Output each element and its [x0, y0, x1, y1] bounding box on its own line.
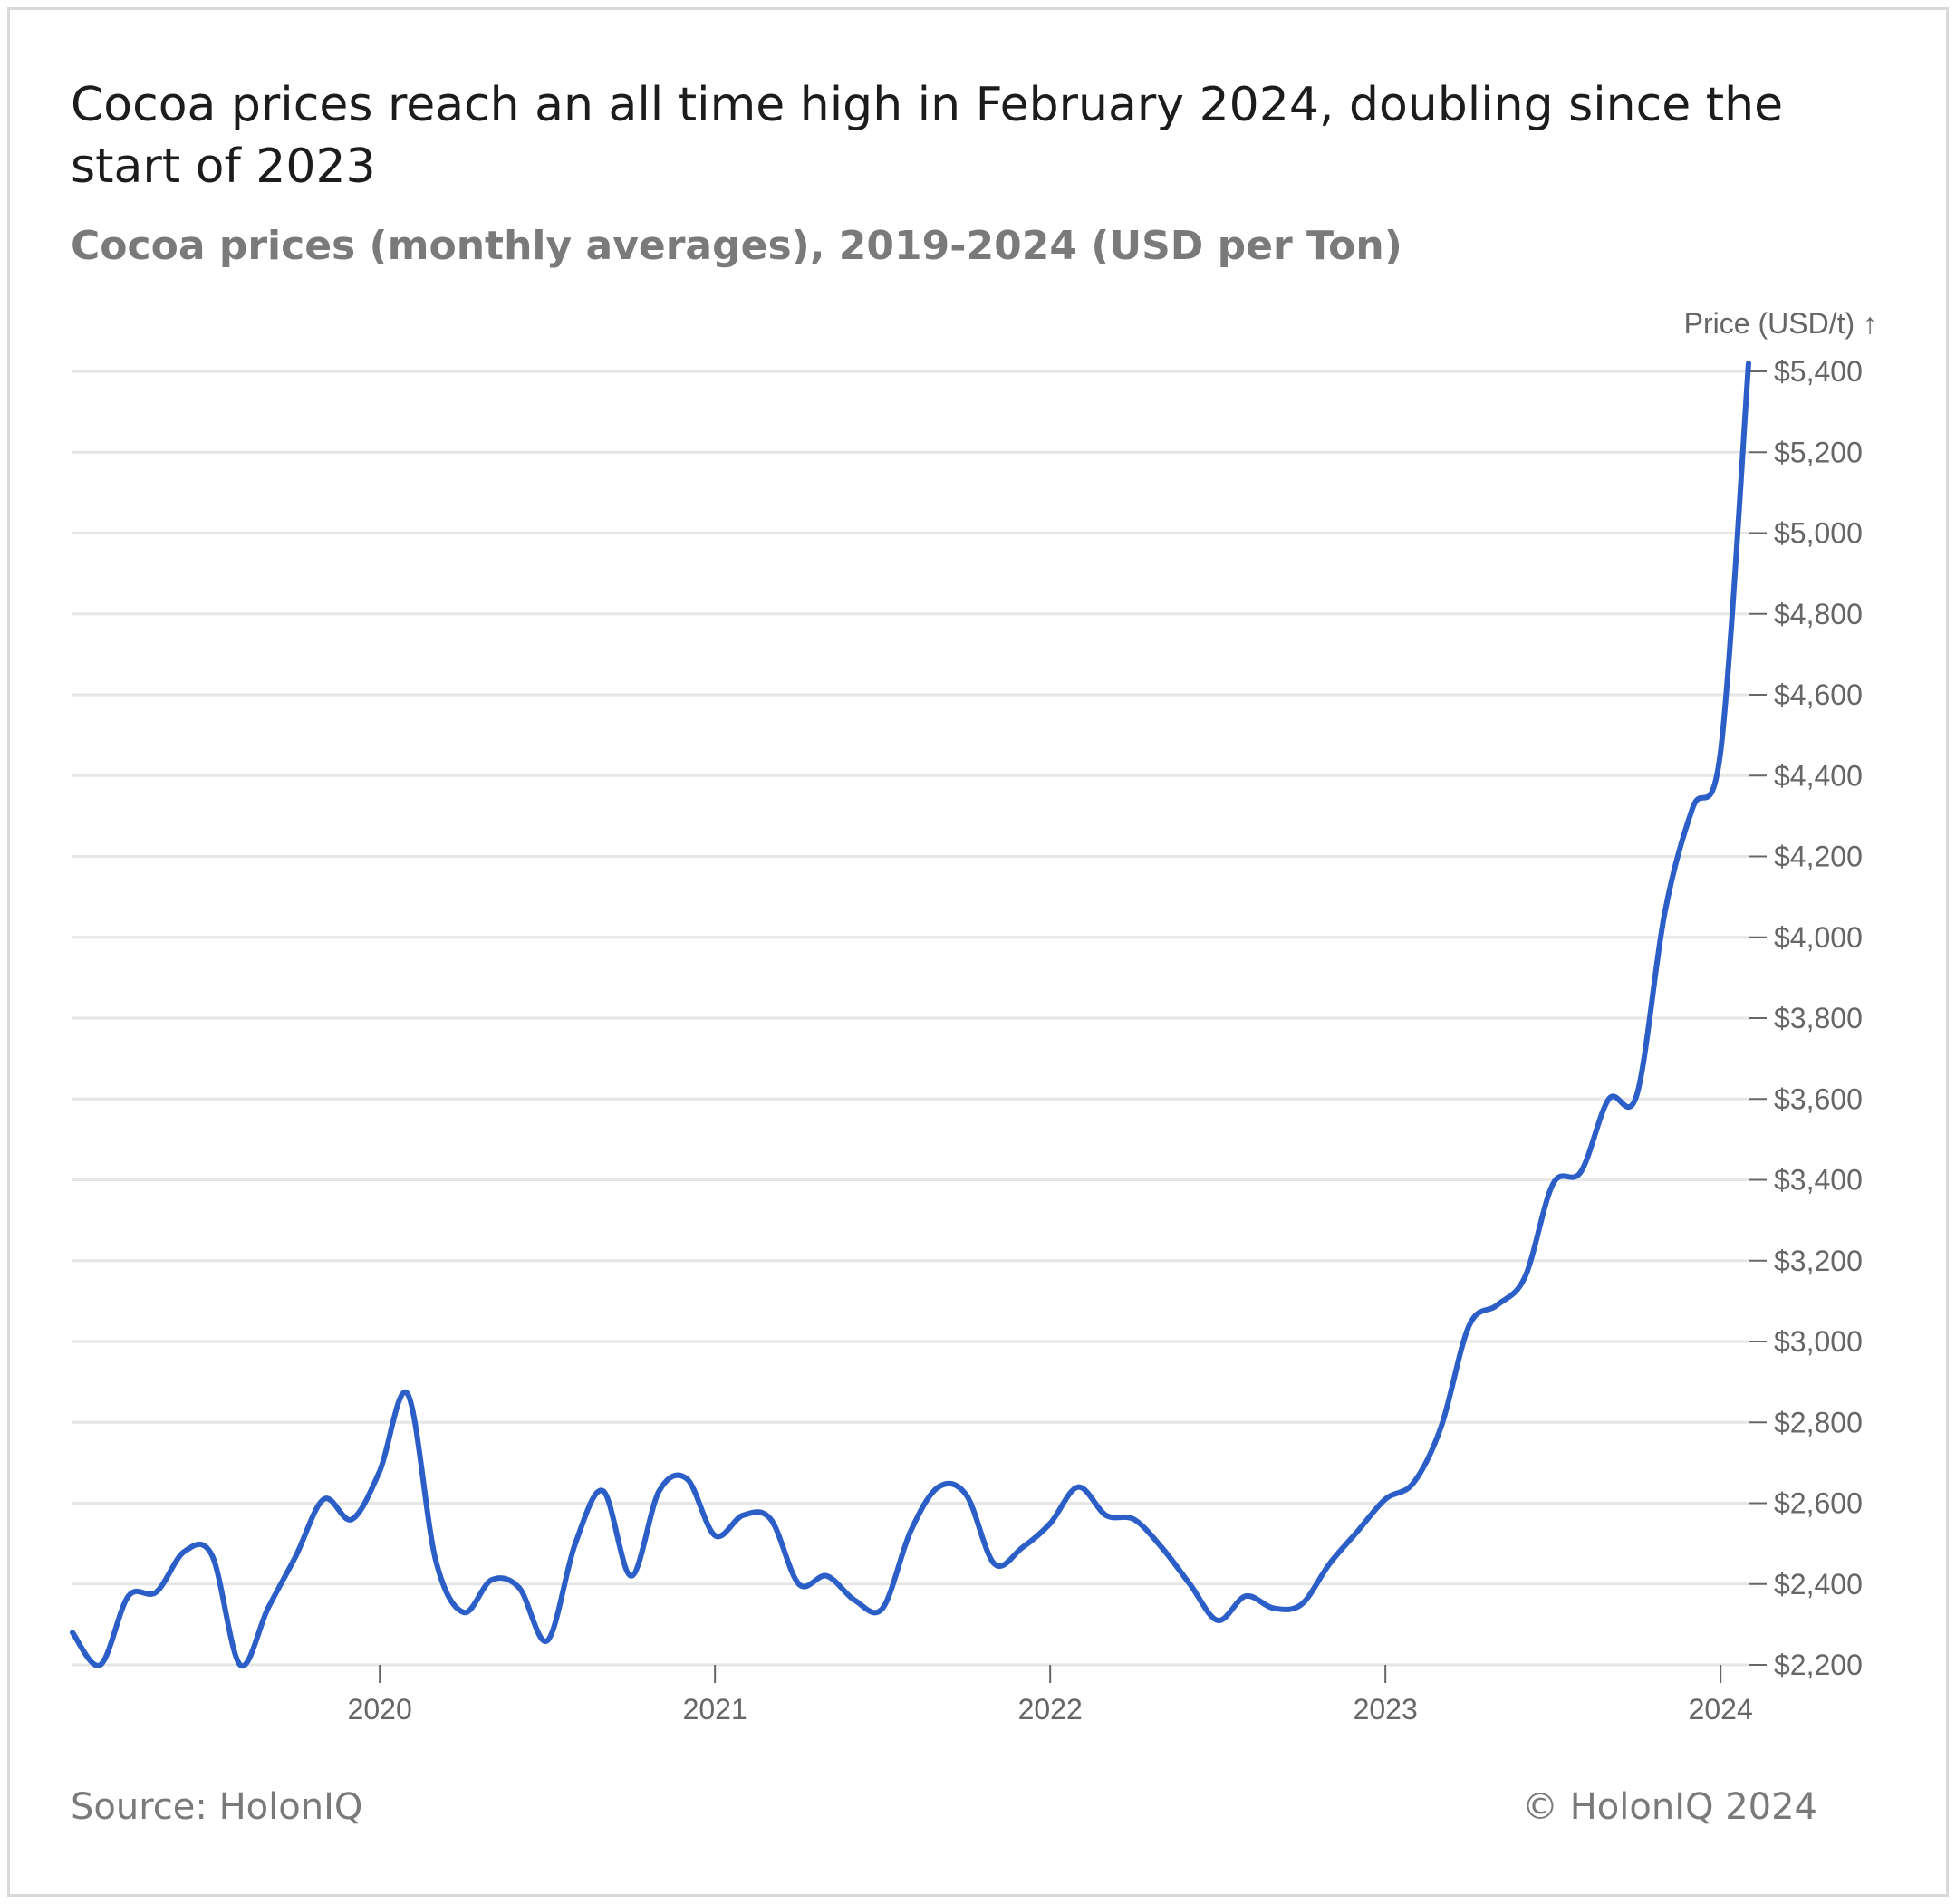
y-axis-label: Price (USD/t) ↑ — [1684, 307, 1877, 340]
x-tick-label: 2022 — [1018, 1693, 1083, 1726]
gridlines — [72, 370, 1749, 1667]
y-tick-label: $5,200 — [1774, 436, 1863, 468]
y-tick-label: $3,200 — [1774, 1245, 1863, 1277]
y-tick-label: $2,800 — [1774, 1406, 1863, 1438]
y-tick-label: $3,000 — [1774, 1325, 1863, 1358]
x-tick-label: 2023 — [1354, 1693, 1418, 1726]
x-tick-label: 2024 — [1689, 1693, 1753, 1726]
source-note: Source: HolonIQ — [71, 1786, 363, 1828]
chart-subtitle: Cocoa prices (monthly averages), 2019-20… — [71, 223, 1402, 269]
chart-frame — [7, 7, 1949, 1897]
copyright-note: © HolonIQ 2024 — [1522, 1786, 1817, 1828]
x-tick-label: 2021 — [683, 1693, 747, 1726]
y-tick-label: $4,800 — [1774, 598, 1863, 630]
series-line-cocoa-price — [70, 361, 1751, 1669]
y-tick-label: $4,000 — [1774, 921, 1863, 954]
y-tick-label: $3,600 — [1774, 1082, 1863, 1115]
y-tick-label: $2,400 — [1774, 1568, 1863, 1601]
y-tick-label: $4,600 — [1774, 678, 1863, 711]
y-tick-label: $2,600 — [1774, 1487, 1863, 1520]
y-tick-label: $4,200 — [1774, 841, 1863, 873]
x-tick-label: 2020 — [348, 1693, 412, 1726]
chart-title: Cocoa prices reach an all time high in F… — [71, 78, 1784, 194]
y-tick-label: $2,200 — [1774, 1649, 1863, 1681]
y-tick-label: $3,800 — [1774, 1002, 1863, 1034]
y-tick-label: $3,400 — [1774, 1164, 1863, 1197]
x-axis: 2020 2021 2022 2023 2024 — [348, 1665, 1753, 1726]
y-tick-label: $4,400 — [1774, 759, 1863, 792]
y-tick-label: $5,400 — [1774, 355, 1863, 388]
y-tick-label: $5,000 — [1774, 517, 1863, 550]
y-axis: $2,200 $2,400 $2,600 $2,800 $3,000 $3,200 $3,4… — [1749, 355, 1863, 1681]
